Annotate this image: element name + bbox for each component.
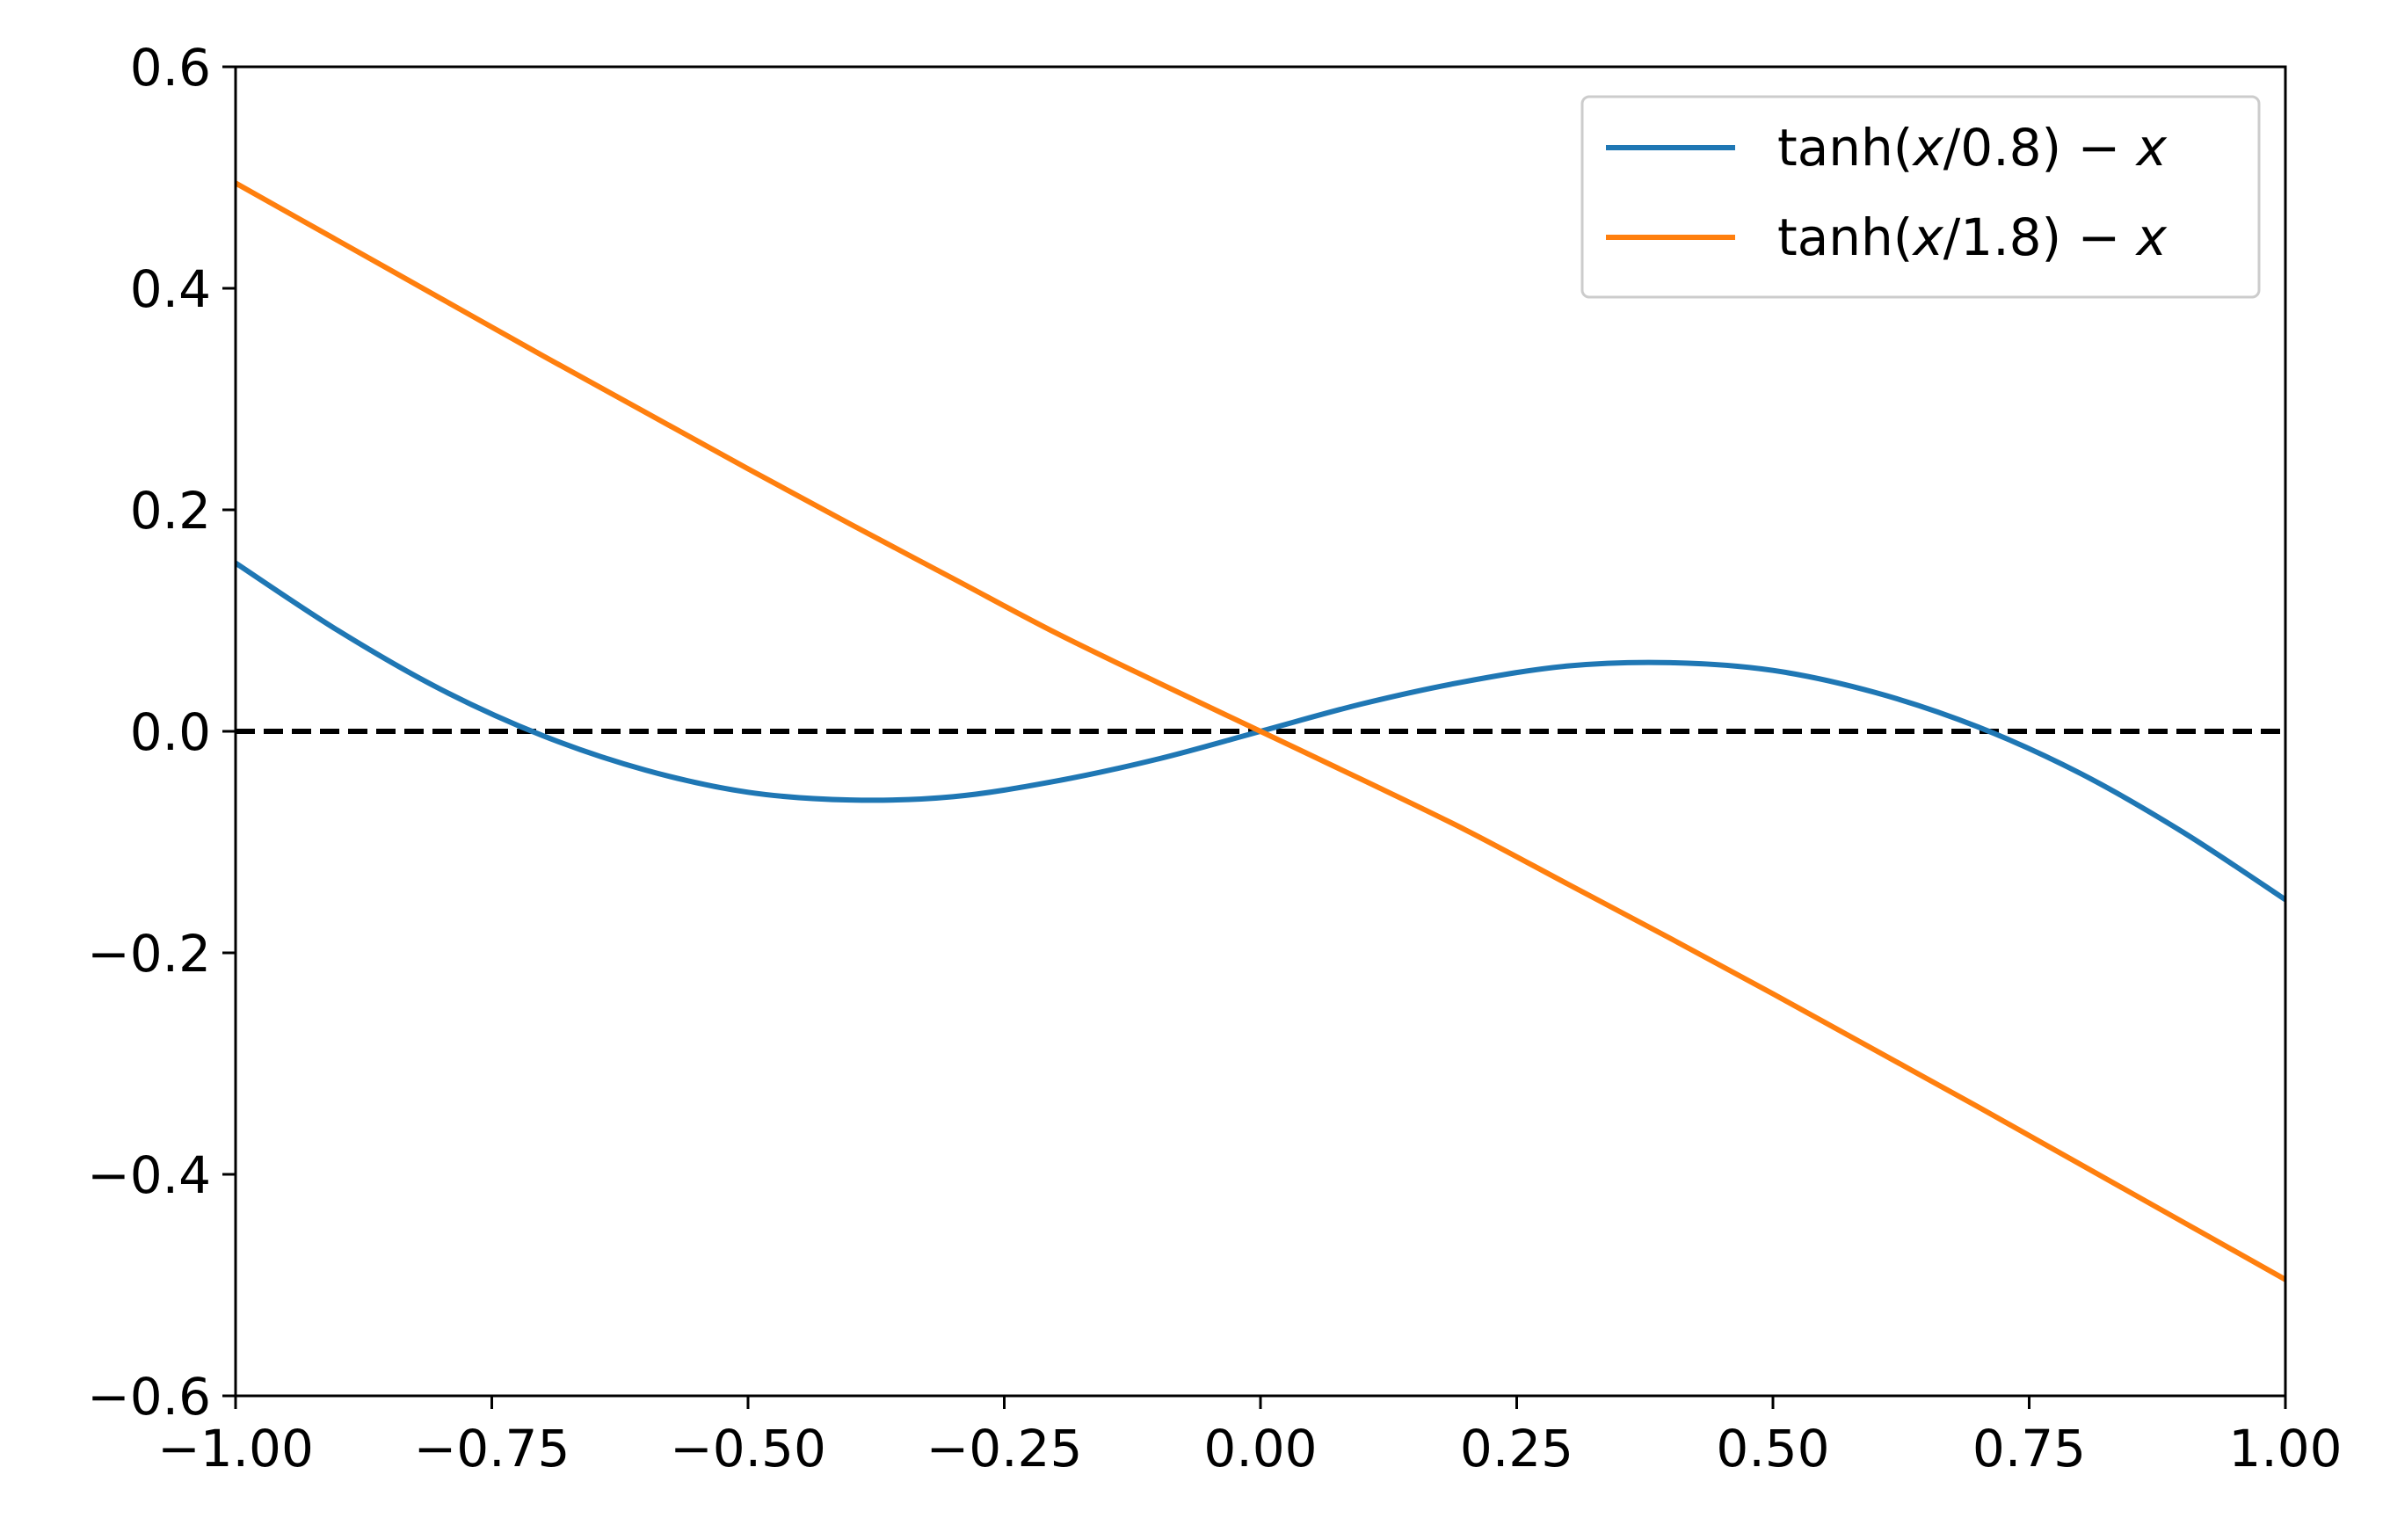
legend-box (1580, 95, 2261, 299)
x-tick-label: −0.50 (670, 1419, 826, 1478)
y-tick-label: 0.4 (130, 259, 211, 319)
plot-area (236, 180, 2285, 1282)
x-tick-label: 0.00 (1203, 1419, 1317, 1478)
y-tick-label: 0.0 (130, 702, 211, 762)
y-tick-label: 0.2 (130, 481, 211, 541)
x-tick-label: −0.25 (926, 1419, 1083, 1478)
x-tick-label: −1.00 (157, 1419, 314, 1478)
x-tick-label: 0.75 (1972, 1419, 2086, 1478)
legend-label-1: tanh(x/0.8) − x (1777, 118, 2168, 178)
y-tick-label: −0.2 (87, 924, 211, 984)
y-tick-label: −0.4 (87, 1145, 211, 1205)
axes: −1.00 −0.75 −0.50 −0.25 0.00 0.25 0.50 0.75 1.00… (87, 38, 2342, 1478)
x-tick-label: −0.75 (414, 1419, 570, 1478)
x-tick-label: 0.50 (1716, 1419, 1829, 1478)
y-tick-label: 0.6 (130, 38, 211, 98)
legend: tanh(x/0.8) − x tanh(x/1.8) − x (1580, 95, 2261, 299)
legend-label-2: tanh(x/1.8) − x (1777, 207, 2168, 267)
x-tick-label: 1.00 (2228, 1419, 2342, 1478)
series-line-2 (236, 180, 2285, 1282)
x-tick-label: 0.25 (1460, 1419, 1573, 1478)
y-tick-label: −0.6 (87, 1367, 211, 1427)
